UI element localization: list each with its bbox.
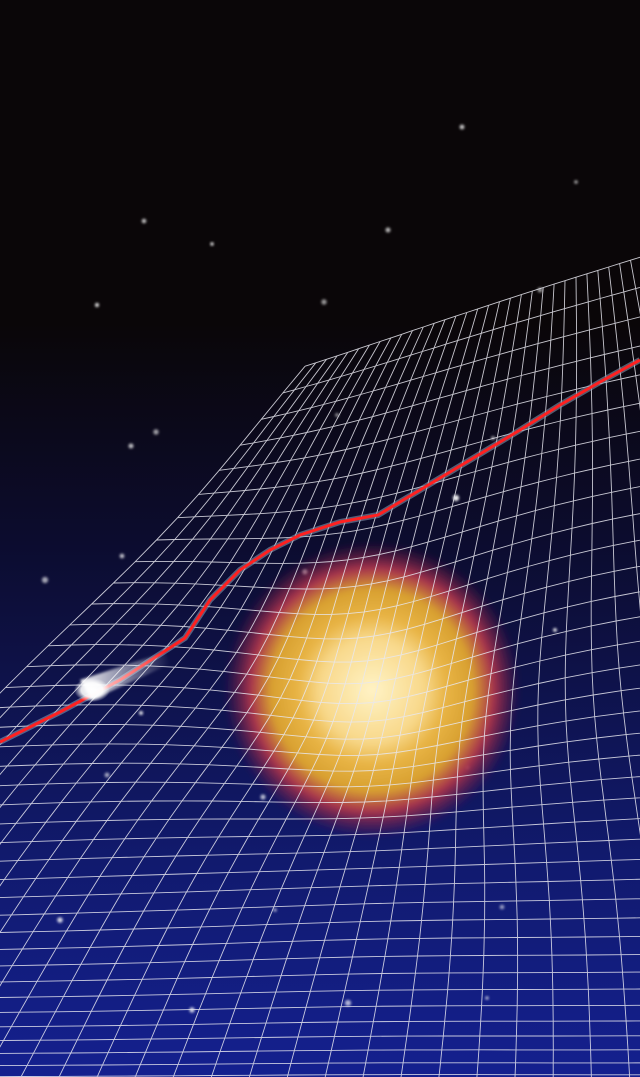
grid-line-across [91,539,640,615]
grid-line-across [0,1049,640,1054]
grid-line-across [0,732,640,772]
grid-line-across [0,1035,640,1041]
background-star [574,180,578,184]
grid-line-across [0,818,640,844]
grid-line-across [0,935,640,950]
background-star [273,908,277,912]
grid-line-depth [608,266,640,612]
grid-line-across [0,917,640,933]
grid-line-across [0,1020,640,1028]
background-star [41,576,49,584]
background-star [141,218,147,224]
background-star [335,413,339,417]
grid-line-across [0,664,640,723]
grid-line-across [0,954,640,967]
comet-object [74,652,170,702]
background-star [260,794,266,800]
grid-line-across [0,898,640,916]
grid-line-across [0,971,640,983]
massive-star [224,542,520,838]
background-star [119,553,125,559]
background-star [499,904,505,910]
grid-line-across [0,776,640,806]
grid-line-across [69,565,640,640]
grid-line-across [0,687,640,740]
background-star [57,917,63,923]
grid-line-across [261,316,640,420]
grid-line-across [219,374,640,471]
grid-line-across [0,710,640,756]
grid-line-across [156,458,640,541]
grid-line-across [48,591,640,663]
grid-line-across [198,402,640,495]
background-star [210,242,214,246]
grid-line-across [5,640,640,705]
grid-line-across [0,988,640,998]
grid-line-across [0,878,640,898]
background-star [153,429,159,435]
grid-line-depth [0,359,327,746]
grid-line-across [304,256,640,367]
comet-head [74,678,110,702]
grid-line-depth [0,365,306,694]
background-star [459,124,465,130]
background-star [321,299,327,305]
background-star [553,628,557,632]
grid-line-across [0,858,640,880]
grid-line-across [0,797,640,825]
background-star [104,772,110,778]
background-star [94,302,100,308]
background-star [189,1007,195,1013]
grid-line-across [177,430,640,519]
grid-line-across [0,838,640,862]
background-star [344,999,352,1007]
background-stars [41,124,578,1013]
grid-line-across [113,513,640,590]
grid-line-across [240,345,640,446]
background-star [485,996,489,1000]
grid-line-across [0,1062,640,1066]
background-star [139,711,143,715]
grid-line-across [0,754,640,788]
grid-line-across [0,1074,640,1077]
grid-line-across [0,1004,640,1013]
grid-line-depth [0,355,338,776]
background-star [385,227,391,233]
grid-line-depth [0,362,317,719]
grid-line-across [282,286,640,394]
grid-line-across [26,616,640,685]
background-star [128,443,134,449]
